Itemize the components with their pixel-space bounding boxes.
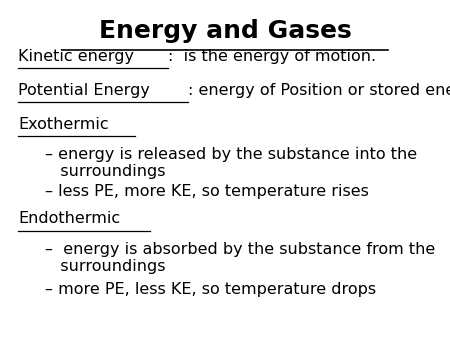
Text: Potential Energy: Potential Energy [18,83,150,98]
Text: Energy and Gases: Energy and Gases [99,19,351,43]
Text: –  energy is absorbed by the substance from the
   surroundings: – energy is absorbed by the substance fr… [45,242,435,274]
Text: Endothermic: Endothermic [18,211,120,226]
Text: Exothermic: Exothermic [18,117,108,131]
Text: – energy is released by the substance into the
   surroundings: – energy is released by the substance in… [45,147,417,179]
Text: – more PE, less KE, so temperature drops: – more PE, less KE, so temperature drops [45,282,376,297]
Text: :  is the energy of motion.: : is the energy of motion. [168,49,376,64]
Text: : energy of Position or stored energy: : energy of Position or stored energy [188,83,450,98]
Text: Kinetic energy: Kinetic energy [18,49,134,64]
Text: – less PE, more KE, so temperature rises: – less PE, more KE, so temperature rises [45,184,369,199]
